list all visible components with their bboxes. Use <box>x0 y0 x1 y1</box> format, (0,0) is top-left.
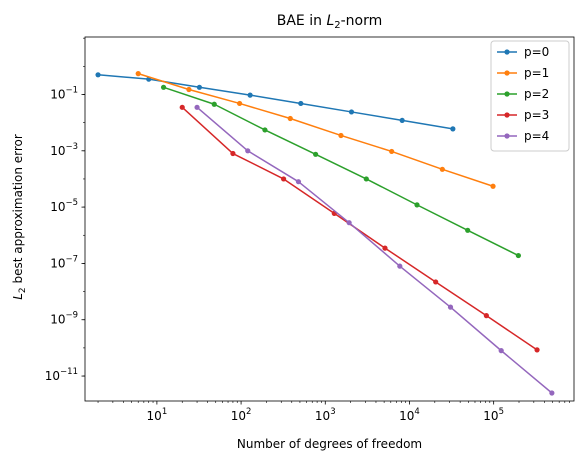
x-tick-label: 102 <box>231 407 252 423</box>
y-tick-label: 10−1 <box>50 85 78 101</box>
x-tick-label: 101 <box>147 407 168 423</box>
legend-label: p=0 <box>524 45 549 59</box>
x-tick-label: 103 <box>315 407 336 423</box>
data-point <box>179 104 185 110</box>
legend-box <box>490 40 570 152</box>
legend-entry: p=0 <box>497 45 549 59</box>
data-point <box>262 127 268 133</box>
series-lines <box>95 71 555 396</box>
data-point <box>534 347 540 353</box>
data-point <box>348 109 355 115</box>
data-point <box>295 179 302 185</box>
axes: 101 102 103 104 105 10−1 10−3 10−5 10−7 10−9 10−11 <box>45 36 575 423</box>
legend-label: p=4 <box>524 129 549 143</box>
data-point <box>414 202 420 208</box>
data-point <box>515 252 521 259</box>
legend: p=0 p=1 p=2 p=3 p=4 <box>490 40 570 152</box>
data-point <box>490 183 496 189</box>
data-point <box>160 84 167 90</box>
legend-marker <box>504 70 510 76</box>
series-line <box>163 86 519 257</box>
data-point <box>281 176 287 182</box>
data-point <box>211 101 217 107</box>
series-line <box>196 106 553 394</box>
legend-entry: p=4 <box>497 129 549 143</box>
x-tick-label: 105 <box>483 407 504 423</box>
data-point <box>439 166 445 172</box>
data-point <box>397 263 403 269</box>
y-tick-label: 10−7 <box>50 254 78 270</box>
data-point <box>236 100 243 107</box>
x-axis-label: Number of degrees of freedom <box>237 437 422 451</box>
data-point <box>95 72 101 78</box>
data-point <box>389 148 395 155</box>
legend-marker <box>504 112 510 118</box>
data-point <box>433 279 439 285</box>
data-point <box>338 132 344 139</box>
legend-entry: p=1 <box>497 66 549 80</box>
y-tick-label: 10−3 <box>50 142 78 158</box>
data-point <box>313 151 319 157</box>
data-point <box>450 126 456 132</box>
data-point <box>549 390 555 396</box>
chart-title: BAE in L2-norm <box>277 13 383 31</box>
series-p=1 <box>135 71 496 189</box>
legend-marker <box>504 49 510 55</box>
data-point <box>186 86 192 93</box>
y-tick-label: 10−11 <box>45 367 78 383</box>
data-point <box>447 304 454 310</box>
data-point <box>498 348 504 354</box>
y-axis-label: L2 best approximation error <box>11 134 28 300</box>
legend-label: p=3 <box>524 108 549 122</box>
data-point <box>399 117 405 124</box>
data-point <box>346 220 352 226</box>
axes-frame <box>84 36 575 402</box>
data-point <box>465 227 471 233</box>
data-point <box>382 245 388 251</box>
y-tick-label: 10−9 <box>50 311 78 327</box>
data-point <box>245 148 251 154</box>
legend-marker <box>504 91 510 97</box>
legend-label: p=2 <box>524 87 549 101</box>
legend-entry: p=3 <box>497 108 549 122</box>
data-point <box>194 104 200 110</box>
data-point <box>247 92 253 98</box>
series-p=0 <box>95 72 456 132</box>
series-p=4 <box>194 104 555 396</box>
data-point <box>363 176 369 182</box>
y-tick-label: 10−5 <box>50 198 78 214</box>
data-point <box>483 313 489 319</box>
series-line <box>97 74 453 130</box>
series-line <box>137 72 494 187</box>
series-p=2 <box>160 84 521 259</box>
legend-label: p=1 <box>524 66 549 80</box>
data-point <box>298 100 304 107</box>
x-tick-label: 104 <box>399 407 420 423</box>
data-point <box>287 115 293 122</box>
data-point <box>196 84 203 90</box>
data-point <box>135 71 141 77</box>
data-point <box>230 150 236 157</box>
legend-entry: p=2 <box>497 87 549 101</box>
legend-marker <box>504 133 510 139</box>
